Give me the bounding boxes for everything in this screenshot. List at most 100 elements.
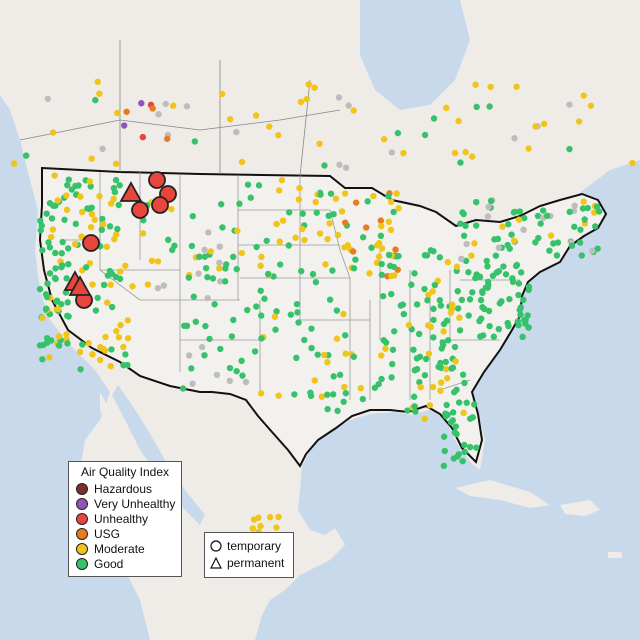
monitor-dot xyxy=(120,343,127,351)
monitor-dot xyxy=(442,365,450,373)
monitor-dot xyxy=(362,224,370,231)
hazardous-swatch xyxy=(76,483,88,495)
monitor-dot xyxy=(593,203,601,210)
monitor-dot xyxy=(87,183,94,190)
monitor-dot xyxy=(413,301,421,308)
very-unhealthy-swatch xyxy=(76,498,88,510)
monitor-dot xyxy=(324,235,331,243)
monitor-dot xyxy=(124,335,132,342)
monitor-dot xyxy=(408,281,415,288)
monitor-dot xyxy=(483,257,490,265)
monitor-dot xyxy=(400,310,408,318)
monitor-dot xyxy=(566,145,573,153)
monitor-dot xyxy=(404,407,411,414)
monitor-dot xyxy=(305,81,312,88)
monitor-dot xyxy=(444,375,451,382)
monitor-dot xyxy=(413,365,421,373)
monitor-dot xyxy=(266,123,273,130)
monitor-dot xyxy=(117,321,124,329)
monitor-dot xyxy=(100,281,108,289)
monitor-dot xyxy=(39,356,46,363)
monitor-dot xyxy=(63,331,70,338)
monitor-dot xyxy=(378,352,385,359)
monitor-dot xyxy=(465,312,472,319)
monitor-dot xyxy=(442,410,449,417)
monitor-dot xyxy=(518,269,525,276)
monitor-dot xyxy=(52,249,59,257)
monitor-dot xyxy=(537,220,544,227)
monitor-dot xyxy=(500,263,507,270)
monitor-dot xyxy=(405,321,413,329)
monitor-dot xyxy=(466,296,474,303)
monitor-dot xyxy=(525,145,532,152)
monitor-dot xyxy=(275,513,282,521)
monitor-dot xyxy=(85,339,92,347)
moderate-swatch xyxy=(76,543,88,555)
monitor-dot xyxy=(292,234,299,241)
monitor-dot xyxy=(382,345,389,352)
monitor-dot xyxy=(553,252,561,259)
monitor-dot xyxy=(344,242,352,249)
monitor-dot xyxy=(226,377,234,385)
monitor-dot xyxy=(486,103,493,110)
monitor-dot xyxy=(341,190,349,197)
monitor-dot xyxy=(453,263,461,270)
monitor-dot xyxy=(629,159,636,167)
monitor-dot xyxy=(190,293,197,300)
monitor-dot xyxy=(576,239,584,246)
monitor-dot xyxy=(52,265,59,272)
monitor-dot xyxy=(261,295,268,302)
monitor-dot xyxy=(461,448,468,456)
unhealthy-temporary-marker xyxy=(148,171,166,189)
monitor-dot xyxy=(388,149,395,156)
monitor-dot xyxy=(547,232,555,239)
monitor-dot xyxy=(100,345,107,353)
monitor-dot xyxy=(154,284,162,292)
monitor-dot xyxy=(185,274,193,281)
legend-title: Air Quality Index xyxy=(80,465,170,479)
monitor-dot xyxy=(108,303,116,311)
monitor-dot xyxy=(139,230,147,237)
monitor-dot xyxy=(312,278,320,286)
monitor-dot xyxy=(37,227,44,234)
monitor-dot xyxy=(472,81,479,88)
monitor-dot xyxy=(196,253,203,260)
monitor-dot xyxy=(425,350,433,357)
monitor-dot xyxy=(522,320,529,327)
monitor-dot xyxy=(452,358,459,365)
monitor-dot xyxy=(380,136,388,143)
monitor-dot xyxy=(431,281,439,289)
monitor-dot xyxy=(489,272,497,280)
monitor-dot xyxy=(96,193,103,200)
monitor-dot xyxy=(566,101,573,108)
monitor-dot xyxy=(234,227,241,234)
monitor-dot xyxy=(579,205,587,212)
monitor-dot xyxy=(460,232,468,239)
monitor-dot xyxy=(515,216,523,223)
monitor-dot xyxy=(392,246,399,253)
monitor-dot xyxy=(321,351,328,359)
unhealthy-permanent-marker xyxy=(68,275,92,296)
monitor-dot xyxy=(155,111,162,118)
monitor-dot xyxy=(313,209,320,216)
monitor-dot xyxy=(411,270,418,277)
monitor-dot xyxy=(270,273,277,280)
monitor-dot xyxy=(96,90,103,97)
legend-label: Unhealthy xyxy=(94,512,149,526)
monitor-dot xyxy=(454,287,461,295)
hudson-bay xyxy=(360,0,470,110)
monitor-dot xyxy=(222,278,229,285)
monitor-dot xyxy=(471,240,478,247)
monitor-dot xyxy=(205,229,212,236)
monitor-dot xyxy=(479,289,486,296)
monitor-dot xyxy=(183,322,191,330)
monitor-dot xyxy=(112,176,120,184)
monitor-dot xyxy=(378,260,385,268)
monitor-dot xyxy=(39,314,46,322)
monitor-dot xyxy=(189,212,197,220)
monitor-dot xyxy=(448,365,455,372)
monitor-dot xyxy=(96,356,104,364)
monitor-dot xyxy=(113,327,120,335)
monitor-dot xyxy=(201,352,208,359)
monitor-dot xyxy=(317,191,324,198)
